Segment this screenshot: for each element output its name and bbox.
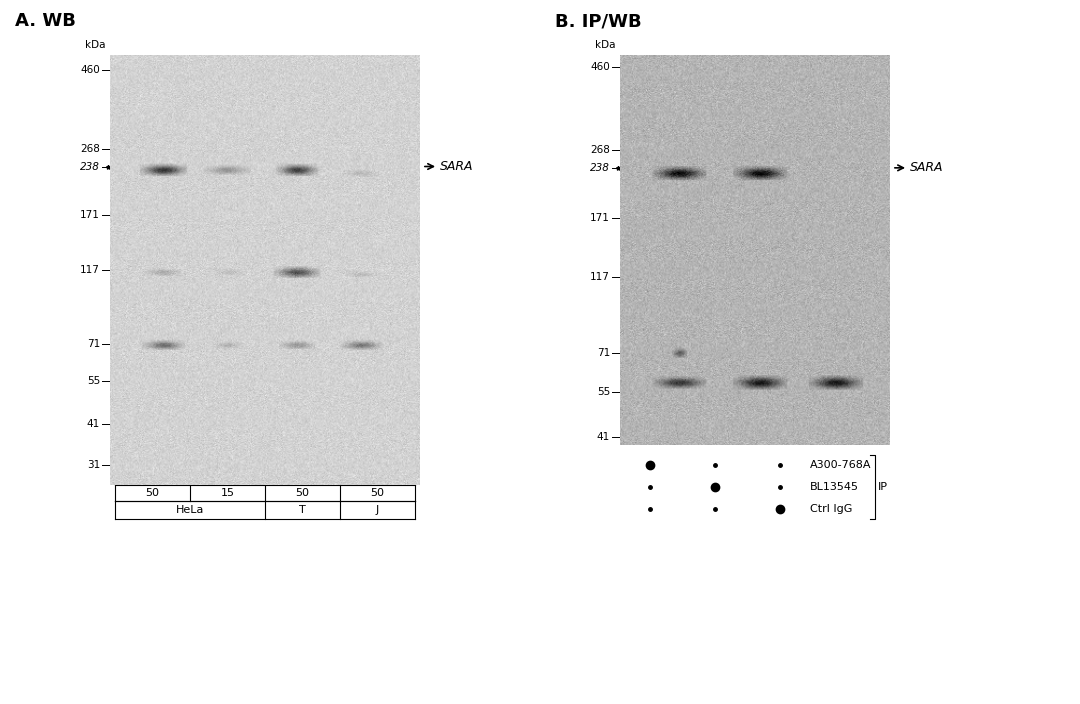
- Text: A. WB: A. WB: [15, 12, 76, 30]
- Text: 71: 71: [86, 339, 100, 348]
- Text: 71: 71: [597, 348, 610, 358]
- Text: kDa: kDa: [594, 40, 615, 50]
- Text: 50: 50: [146, 488, 160, 498]
- Text: 41: 41: [86, 419, 100, 429]
- Text: A300-768A: A300-768A: [810, 460, 872, 470]
- Text: 41: 41: [597, 432, 610, 442]
- Text: SARA: SARA: [910, 161, 944, 175]
- Text: 50: 50: [296, 488, 310, 498]
- Text: 268: 268: [80, 144, 100, 154]
- Text: 171: 171: [80, 210, 100, 220]
- Text: HeLa: HeLa: [176, 505, 204, 515]
- Text: Ctrl IgG: Ctrl IgG: [810, 504, 852, 514]
- Text: BL13545: BL13545: [810, 482, 859, 492]
- Text: 171: 171: [590, 213, 610, 223]
- Text: 460: 460: [80, 65, 100, 75]
- Text: 55: 55: [597, 387, 610, 397]
- Text: 238: 238: [80, 161, 100, 172]
- Text: B. IP/WB: B. IP/WB: [555, 12, 642, 30]
- Text: IP: IP: [878, 482, 888, 492]
- Text: 117: 117: [80, 265, 100, 275]
- Text: 15: 15: [220, 488, 234, 498]
- Text: 55: 55: [86, 376, 100, 386]
- Text: 31: 31: [86, 460, 100, 470]
- Text: 117: 117: [590, 272, 610, 282]
- Text: 50: 50: [370, 488, 384, 498]
- Text: T: T: [299, 505, 306, 515]
- Text: J: J: [376, 505, 379, 515]
- Text: SARA: SARA: [440, 160, 473, 173]
- Text: 268: 268: [590, 145, 610, 155]
- Text: 460: 460: [591, 62, 610, 72]
- Text: 238: 238: [590, 163, 610, 173]
- Text: kDa: kDa: [84, 40, 105, 50]
